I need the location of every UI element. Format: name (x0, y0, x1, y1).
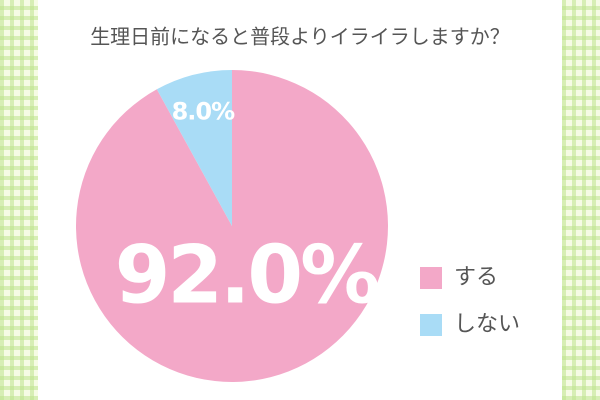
legend-label: しない (454, 312, 520, 337)
value-label: 92.0% (115, 228, 378, 321)
pie-slice (75, 70, 388, 382)
right-border (562, 0, 600, 400)
value-label: 8.0% (172, 98, 236, 126)
legend-swatch (420, 267, 442, 289)
pie-slice (156, 70, 232, 226)
legend-swatch (420, 314, 442, 336)
legend-label: する (454, 265, 498, 290)
left-border (0, 0, 38, 400)
chart-title: 生理日前になると普段よりイライラしますか？ (90, 25, 510, 49)
